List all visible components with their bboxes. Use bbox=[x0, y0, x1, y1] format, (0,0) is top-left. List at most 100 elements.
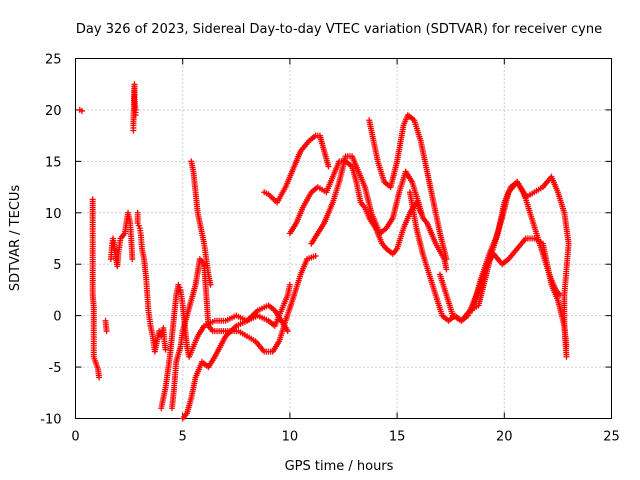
data-point bbox=[354, 166, 361, 173]
data-point bbox=[233, 328, 240, 335]
data-point bbox=[380, 176, 387, 183]
data-point bbox=[419, 213, 426, 219]
data-point bbox=[149, 331, 156, 338]
data-point bbox=[408, 177, 415, 184]
data-point bbox=[357, 197, 364, 204]
data-point bbox=[78, 107, 85, 114]
data-point bbox=[196, 218, 203, 225]
data-point bbox=[267, 348, 274, 355]
data-point bbox=[313, 232, 320, 239]
data-point bbox=[275, 340, 282, 347]
y-tick-label: 10 bbox=[45, 207, 62, 222]
x-tick-label: 20 bbox=[496, 430, 513, 445]
data-point bbox=[270, 306, 277, 313]
data-point bbox=[187, 299, 194, 306]
data-point bbox=[200, 324, 207, 331]
data-point bbox=[135, 222, 142, 229]
data-point bbox=[361, 182, 368, 189]
y-tick-label: 15 bbox=[45, 155, 62, 170]
data-point bbox=[442, 290, 449, 297]
data-point bbox=[491, 237, 498, 244]
data-point bbox=[442, 254, 449, 261]
data-point bbox=[352, 177, 359, 183]
data-point bbox=[378, 238, 385, 245]
data-point bbox=[279, 304, 286, 311]
data-point bbox=[438, 310, 445, 317]
data-point bbox=[422, 218, 429, 225]
data-point bbox=[485, 252, 492, 259]
data-point bbox=[414, 197, 421, 204]
data-point bbox=[320, 221, 327, 228]
data-point bbox=[192, 283, 199, 290]
data-point bbox=[176, 284, 183, 291]
data-point bbox=[393, 160, 400, 167]
data-point bbox=[303, 258, 310, 264]
data-point bbox=[296, 149, 303, 156]
x-tick-label: 0 bbox=[71, 430, 79, 445]
data-point bbox=[311, 133, 318, 140]
data-point bbox=[539, 248, 546, 255]
data-point bbox=[205, 269, 212, 276]
data-point bbox=[529, 235, 536, 242]
data-point bbox=[498, 216, 505, 223]
data-point bbox=[94, 364, 101, 371]
data-point bbox=[179, 330, 186, 337]
data-point bbox=[554, 295, 561, 302]
data-point bbox=[521, 237, 528, 244]
y-tick-label: -5 bbox=[49, 361, 62, 376]
data-point bbox=[189, 345, 196, 352]
data-point bbox=[95, 372, 102, 379]
chart-title: Day 326 of 2023, Sidereal Day-to-day VTE… bbox=[76, 22, 602, 37]
data-point bbox=[103, 326, 110, 333]
data-point bbox=[183, 314, 190, 321]
data-point bbox=[199, 259, 206, 266]
x-tick-label: 15 bbox=[389, 430, 406, 445]
data-point bbox=[259, 346, 266, 353]
data-point bbox=[207, 279, 214, 286]
data-point bbox=[208, 326, 215, 333]
data-point bbox=[505, 191, 512, 198]
data-point bbox=[129, 254, 136, 261]
data-point bbox=[442, 264, 449, 271]
data-point bbox=[371, 218, 378, 225]
data-point bbox=[200, 238, 207, 245]
axis-ticks: 0 5 10 15 20 25 -10 -5 0 5 10 15 20 25 bbox=[40, 53, 620, 445]
data-point bbox=[526, 207, 533, 214]
x-axis-label: GPS time / hours bbox=[285, 459, 394, 474]
data-point bbox=[563, 341, 570, 348]
data-point bbox=[512, 247, 519, 254]
data-point bbox=[182, 412, 189, 419]
data-point bbox=[304, 139, 311, 146]
data-point bbox=[381, 244, 388, 251]
data-point bbox=[425, 269, 432, 276]
data-point bbox=[281, 186, 288, 192]
data-point bbox=[392, 247, 399, 254]
data-point bbox=[283, 326, 290, 333]
data-point bbox=[554, 187, 561, 194]
data-point bbox=[465, 309, 472, 316]
data-point bbox=[162, 344, 169, 351]
data-point bbox=[288, 170, 295, 177]
data-point bbox=[335, 180, 342, 187]
data-point bbox=[147, 320, 154, 327]
y-tick-label: 25 bbox=[45, 53, 62, 68]
y-axis-label: SDTVAR / TECUs bbox=[8, 185, 23, 292]
data-point bbox=[153, 340, 160, 347]
data-point bbox=[210, 355, 217, 362]
data-point bbox=[307, 191, 314, 198]
plot-frame bbox=[75, 58, 612, 419]
data-point bbox=[320, 146, 327, 153]
data-point bbox=[173, 361, 180, 368]
data-point bbox=[529, 190, 536, 197]
data-point bbox=[329, 201, 335, 208]
data-point bbox=[193, 335, 200, 342]
data-point bbox=[409, 115, 416, 122]
data-point bbox=[241, 318, 248, 325]
y-tick-label: 0 bbox=[53, 310, 61, 325]
data-point bbox=[419, 248, 426, 255]
data-point bbox=[205, 320, 212, 327]
x-tick-label: 25 bbox=[603, 430, 620, 445]
data-point bbox=[532, 228, 539, 235]
data-point bbox=[432, 207, 439, 214]
